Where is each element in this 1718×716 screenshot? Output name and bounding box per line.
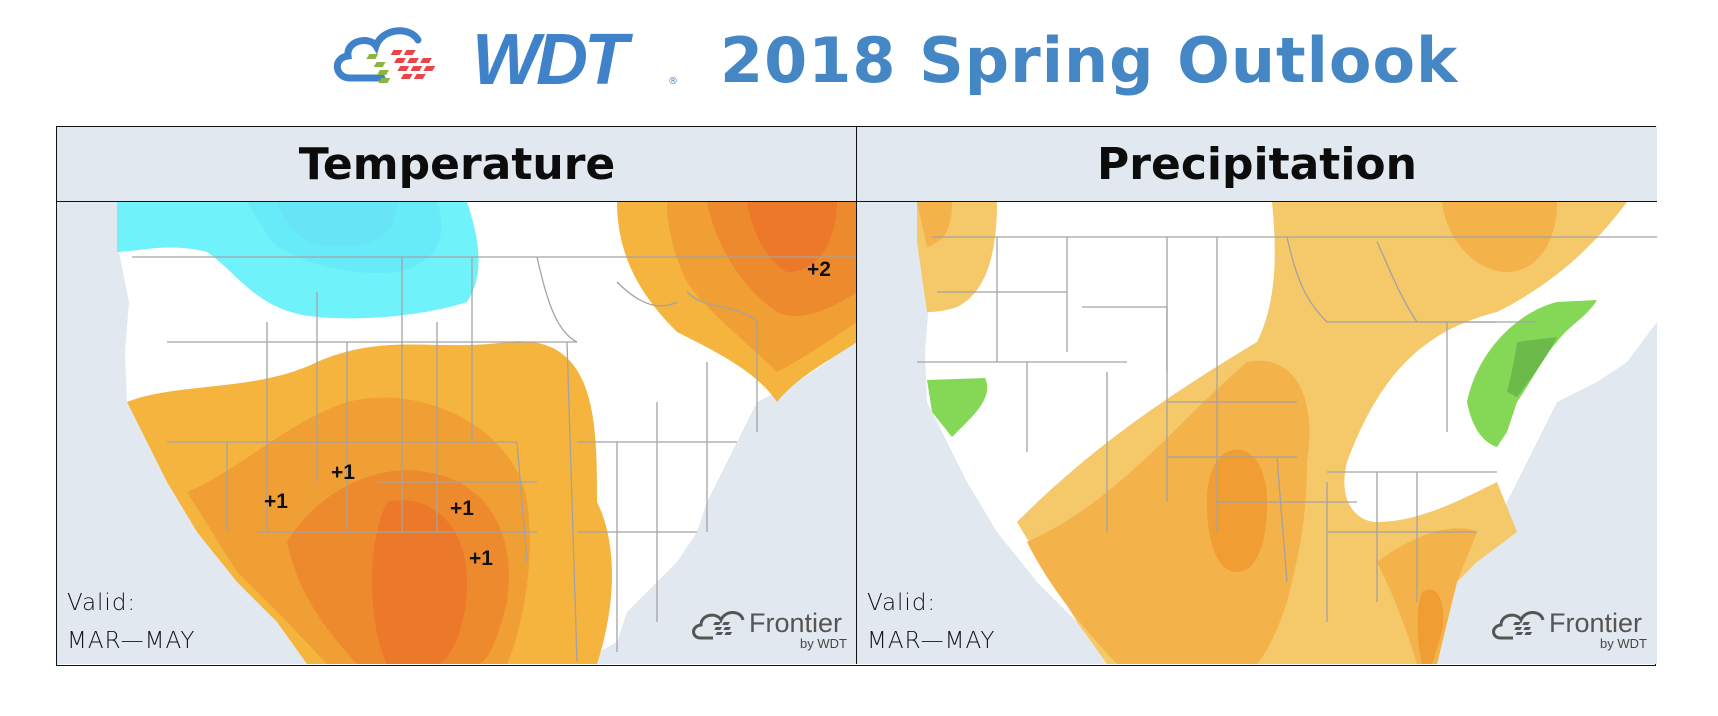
- anomaly-label: +1: [450, 497, 474, 520]
- anomaly-label: +1: [264, 490, 288, 513]
- temperature-title: Temperature: [298, 138, 616, 190]
- precipitation-title: Precipitation: [1097, 138, 1417, 190]
- valid-range: MAR—MAY: [67, 628, 196, 654]
- frontier-byline: by WDT: [1600, 636, 1647, 651]
- wdt-logo: WDT ®: [330, 18, 690, 103]
- registered-mark: ®: [668, 76, 678, 87]
- frontier-wordmark: Frontier: [749, 608, 843, 638]
- anomaly-label: +2: [807, 258, 831, 281]
- valid-range: MAR—MAY: [867, 628, 996, 654]
- valid-caption: Valid:: [867, 590, 937, 616]
- frontier-cloud-icon: [1492, 611, 1545, 640]
- frontier-byline: by WDT: [800, 636, 847, 651]
- temperature-header: Temperature: [57, 127, 857, 202]
- anomaly-label: +1: [331, 461, 355, 484]
- temperature-map-graphic: [117, 202, 857, 664]
- precipitation-valid-label: Valid: MAR—MAY: [867, 584, 995, 660]
- temperature-panel: Temperature: [57, 127, 857, 664]
- frontier-cloud-icon: [692, 611, 745, 640]
- page-title: 2018 Spring Outlook: [720, 24, 1459, 97]
- cloud-logo-icon: [333, 27, 436, 83]
- precipitation-header: Precipitation: [857, 127, 1657, 202]
- precipitation-map[interactable]: Valid: MAR—MAY Frontier: [857, 202, 1657, 664]
- valid-caption: Valid:: [67, 590, 137, 616]
- precipitation-panel: Precipitation: [856, 127, 1657, 664]
- logo-wordmark: WDT: [472, 20, 628, 100]
- precipitation-map-graphic: [917, 202, 1657, 664]
- frontier-logo: Frontier by WDT: [691, 608, 851, 656]
- temperature-valid-label: Valid: MAR—MAY: [67, 584, 195, 660]
- frontier-logo: Frontier by WDT: [1491, 608, 1651, 656]
- header: WDT ® 2018 Spring Outlook: [0, 0, 1718, 120]
- anomaly-label: +1: [469, 547, 493, 570]
- temperature-map[interactable]: Valid: MAR—MAY Frontier: [57, 202, 857, 664]
- frontier-wordmark: Frontier: [1549, 608, 1643, 638]
- outlook-panels: Temperature: [56, 126, 1657, 666]
